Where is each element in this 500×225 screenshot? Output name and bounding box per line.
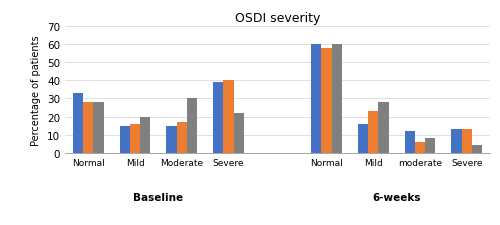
Bar: [166, 126, 176, 153]
Bar: [451, 130, 462, 153]
Bar: [322, 49, 332, 153]
Bar: [472, 146, 482, 153]
Y-axis label: Percentage of patients: Percentage of patients: [32, 35, 42, 145]
Bar: [94, 103, 104, 153]
Title: OSDI severity: OSDI severity: [235, 11, 320, 25]
Bar: [140, 117, 150, 153]
Bar: [332, 45, 342, 153]
Bar: [130, 124, 140, 153]
Bar: [462, 130, 472, 153]
Bar: [404, 131, 415, 153]
Bar: [176, 122, 187, 153]
Bar: [368, 112, 378, 153]
Bar: [358, 124, 368, 153]
Bar: [311, 45, 322, 153]
Bar: [234, 113, 244, 153]
Bar: [213, 83, 224, 153]
Bar: [425, 139, 436, 153]
Text: 6-weeks: 6-weeks: [372, 192, 421, 202]
Bar: [73, 94, 83, 153]
Bar: [83, 103, 94, 153]
Bar: [378, 103, 388, 153]
Bar: [187, 99, 197, 153]
Bar: [415, 142, 425, 153]
Text: Baseline: Baseline: [134, 192, 184, 202]
Bar: [120, 126, 130, 153]
Bar: [224, 81, 234, 153]
